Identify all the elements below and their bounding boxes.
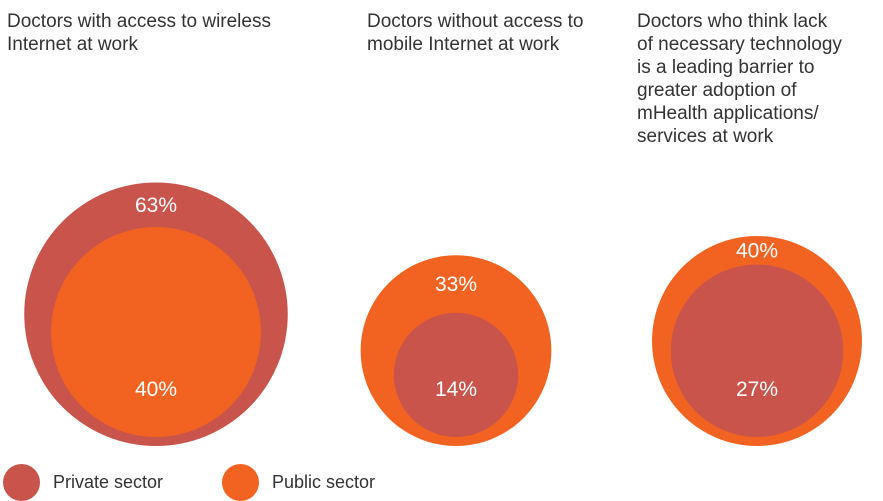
legend-label-private: Private sector bbox=[53, 472, 164, 492]
value-label-public-1: 33% bbox=[435, 273, 477, 296]
bubble-private-1 bbox=[393, 312, 519, 437]
legend-swatch-private bbox=[3, 464, 40, 501]
legend-swatch-public bbox=[222, 464, 259, 501]
legend: Private sector Public sector bbox=[0, 464, 883, 501]
value-label-private-2: 27% bbox=[736, 378, 778, 401]
bubble-private-2 bbox=[670, 264, 844, 437]
value-label-private-1: 14% bbox=[435, 378, 477, 401]
legend-label-public: Public sector bbox=[272, 472, 376, 492]
value-label-private-0: 63% bbox=[135, 194, 177, 217]
value-label-public-0: 40% bbox=[135, 378, 177, 401]
value-label-public-2: 40% bbox=[736, 239, 778, 262]
legend-item-private: Private sector bbox=[3, 464, 163, 501]
panel-title-wireless: Doctors with access to wireless Internet… bbox=[7, 11, 271, 55]
panel-title-mobile: Doctors without access to mobile Interne… bbox=[367, 11, 584, 55]
legend-item-public: Public sector bbox=[222, 464, 375, 501]
bubble-chart: 63% 40% 33% 14% 40% 27% bbox=[24, 182, 862, 447]
panel-title-technology: Doctors who think lack of necessary tech… bbox=[637, 11, 842, 147]
bubble-public-0 bbox=[51, 227, 261, 437]
